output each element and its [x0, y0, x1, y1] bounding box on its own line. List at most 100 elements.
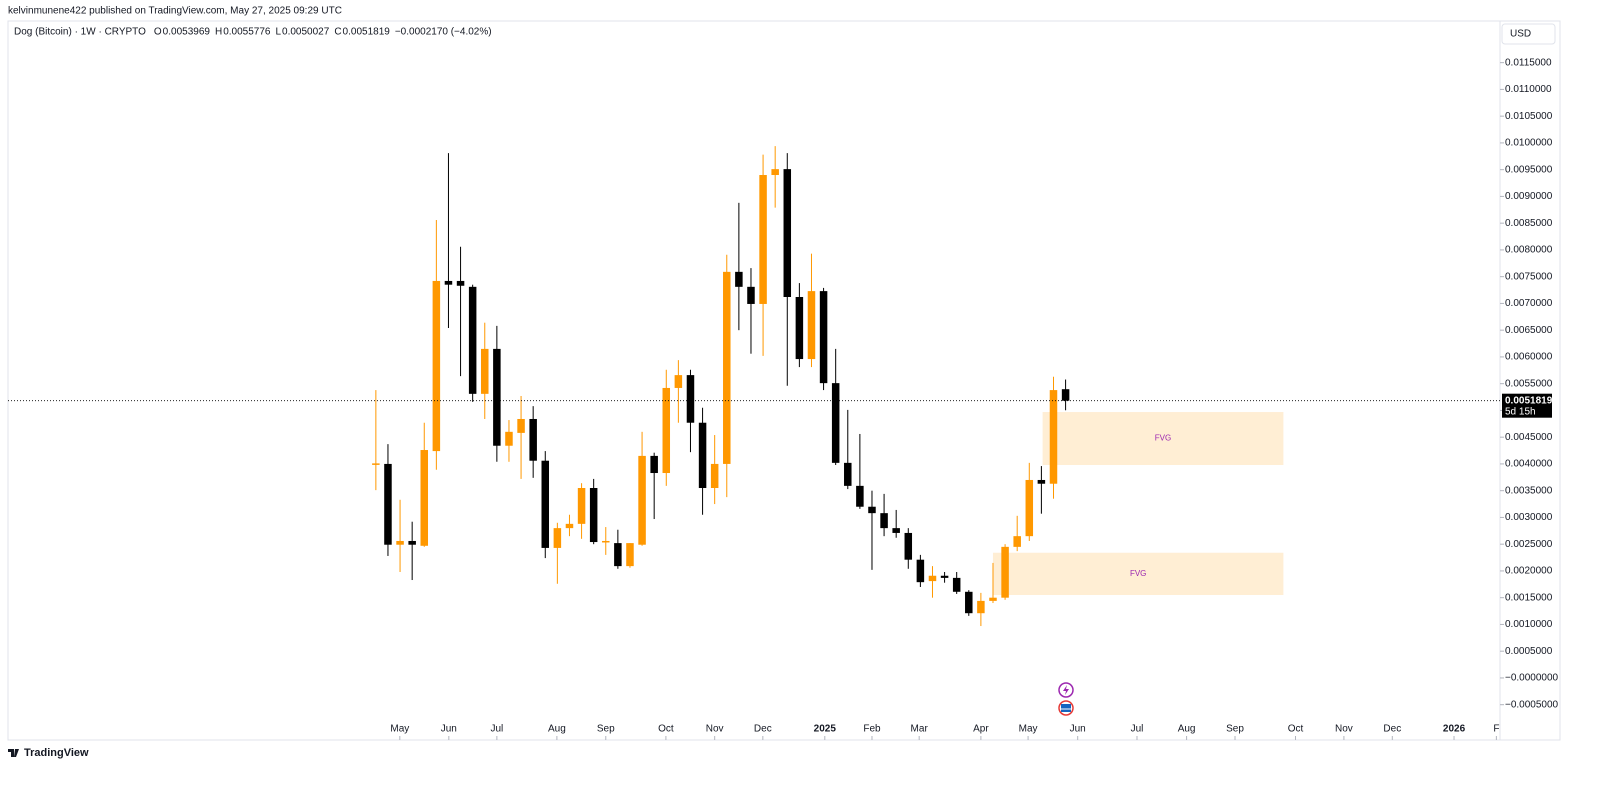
ohlc-value: 0.0051819	[343, 27, 391, 38]
candle-body	[481, 348, 489, 394]
candle-body	[916, 559, 925, 583]
candle-body	[771, 169, 779, 176]
x-tick-label: Aug	[1178, 724, 1196, 735]
y-tick-label: 0.0045000	[1505, 432, 1553, 443]
y-tick-label: 0.0035000	[1505, 485, 1553, 496]
ohlc-prefix: C	[334, 27, 341, 38]
countdown: 5d 15h	[1505, 406, 1536, 417]
candle-body	[844, 462, 852, 486]
fvg-zone	[1042, 412, 1284, 465]
candle-body	[541, 460, 550, 548]
y-tick-label: 0.0025000	[1505, 539, 1553, 550]
x-tick-label: Aug	[548, 724, 566, 735]
candle-body	[1025, 479, 1034, 537]
candle-body	[856, 485, 864, 507]
ohlc-value: 0.0055776	[223, 27, 271, 38]
y-tick-label: 0.0005000	[1505, 646, 1553, 657]
ohlc-value: 0.0050027	[282, 27, 330, 38]
x-tick-label: Nov	[1335, 724, 1353, 735]
candle-body	[408, 540, 416, 545]
x-tick-label: F	[1493, 724, 1499, 735]
candle-body	[868, 506, 876, 514]
x-tick-label: May	[390, 724, 409, 735]
candle-body	[432, 280, 441, 452]
candle-body	[1001, 546, 1009, 598]
candle-body	[468, 286, 477, 394]
currency[interactable]: USD	[1510, 29, 1531, 40]
candle-body	[638, 455, 646, 545]
candle-body	[626, 543, 634, 567]
candle-body	[831, 383, 840, 463]
x-tick-label: 2026	[1443, 724, 1466, 735]
candle-body	[577, 488, 586, 524]
y-tick-label: 0.0090000	[1505, 191, 1553, 202]
x-tick-label: Sep	[1226, 724, 1244, 735]
y-tick-label: 0.0085000	[1505, 218, 1553, 229]
currency-button[interactable]	[1501, 23, 1556, 45]
y-tick-label: 0.0060000	[1505, 352, 1553, 363]
y-tick-label: −0.0005000	[1505, 699, 1559, 710]
y-tick-label: 0.0080000	[1505, 245, 1553, 256]
candle-body	[553, 528, 562, 548]
brand: TradingView	[24, 747, 89, 759]
x-tick-label: Oct	[1288, 724, 1304, 735]
candle-body	[602, 540, 610, 543]
candle-body	[783, 169, 792, 297]
candle-body	[952, 577, 961, 592]
x-tick-label: Feb	[863, 724, 881, 735]
candle-body	[759, 175, 767, 304]
price-tag-label: 0.0051819	[1505, 395, 1553, 406]
y-tick-label: 0.0010000	[1505, 619, 1553, 630]
y-tick-label: 0.0115000	[1505, 57, 1552, 68]
candle-body	[940, 575, 949, 578]
x-tick-label: May	[1019, 724, 1038, 735]
x-tick-label: Apr	[973, 724, 989, 735]
price-change: −0.0002170 (−4.02%)	[395, 27, 492, 38]
candle-body	[517, 418, 525, 433]
fvg-label: FVG	[1130, 569, 1146, 578]
y-tick-label: 0.0055000	[1505, 378, 1553, 389]
candle-body	[662, 387, 671, 474]
candle-body	[493, 348, 501, 446]
event-icons	[1058, 682, 1074, 716]
x-tick-label: Jul	[1131, 724, 1144, 735]
y-tick-label: 0.0075000	[1505, 271, 1553, 282]
candle-body	[795, 296, 804, 360]
x-tick-label: Jul	[490, 724, 503, 735]
fvg-label: FVG	[1155, 434, 1171, 443]
candle-body	[965, 591, 973, 614]
fvg-zone	[992, 552, 1284, 596]
candle-body	[505, 431, 513, 446]
candle-body	[735, 271, 743, 287]
candle-body	[1013, 536, 1021, 547]
ohlc-value: 0.0053969	[163, 27, 211, 38]
candle-body	[1061, 389, 1070, 401]
candle-body	[819, 291, 828, 384]
x-tick-label: Sep	[597, 724, 615, 735]
y-tick-label: 0.0020000	[1505, 566, 1553, 577]
y-tick-label: −0.0000000	[1505, 673, 1559, 684]
candle-body	[614, 543, 622, 567]
candle-body	[686, 375, 695, 423]
candle-body	[710, 463, 719, 489]
candle-body	[747, 286, 755, 304]
candle-body	[807, 291, 816, 360]
candle-body	[444, 280, 453, 285]
candle-body	[589, 488, 598, 543]
x-tick-label: 2025	[814, 724, 837, 735]
y-tick-label: 0.0030000	[1505, 512, 1553, 523]
y-tick-label: 0.0095000	[1505, 164, 1553, 175]
candle-body	[456, 280, 465, 286]
ohlc-prefix: O	[154, 27, 162, 38]
y-tick-label: 0.0110000	[1505, 84, 1552, 95]
x-tick-label: Mar	[911, 724, 929, 735]
published-line: kelvinmunene422 published on TradingView…	[8, 6, 342, 17]
candle-body	[928, 575, 937, 582]
y-tick-label: 0.0065000	[1505, 325, 1553, 336]
x-tick-label: Oct	[658, 724, 674, 735]
x-tick-label: Jun	[441, 724, 457, 735]
candle-body	[384, 463, 392, 545]
y-tick-label: 0.0105000	[1505, 111, 1553, 122]
